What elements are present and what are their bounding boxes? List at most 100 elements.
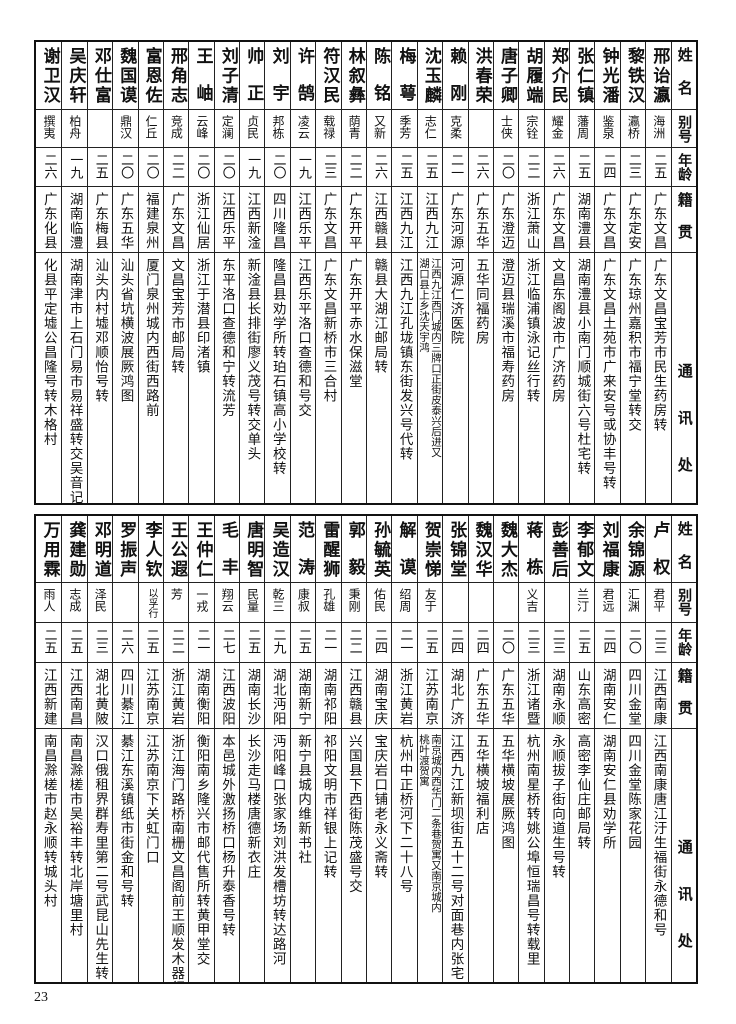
age-cell: 二五 <box>289 623 316 663</box>
address-text: 南昌滁槎市赵永顺转城头村 <box>40 734 57 908</box>
name-cell: 彭善后 <box>543 516 570 583</box>
alias-cell: 荫青 <box>340 110 367 148</box>
address-text: 湖南澧县小南门顺城街六号杜宅转 <box>574 258 591 476</box>
native-text: 湖南安仁 <box>599 668 616 726</box>
native-text: 浙江萧山 <box>523 192 540 250</box>
address-cell: 杭州中正桥河下二十八号 <box>391 729 416 982</box>
name-cell: 帅正 <box>239 42 265 110</box>
address-cell: 宝庆岩口铺老永义斋转 <box>366 729 391 982</box>
native-cell: 广东开平 <box>340 187 367 253</box>
age-cell: 二〇 <box>137 148 163 187</box>
alias-text: 泽民 <box>93 588 108 612</box>
name-cell: 刘福康 <box>594 516 620 583</box>
name-text: 唐明智 <box>243 521 264 577</box>
age-cell: 二二 <box>162 148 189 187</box>
address-cell: 浙江临浦镇泳记丝行转 <box>518 253 543 503</box>
name-cell: 贺崇悌 <box>416 516 443 583</box>
name-cell: 邓明道 <box>86 516 113 583</box>
alias-text: 云峰 <box>194 115 209 139</box>
name-cell: 刘子清 <box>213 42 240 110</box>
address-text: 广东琼州嘉积市福宁堂转交 <box>625 258 642 432</box>
alias-cell: 兰汀 <box>569 583 595 623</box>
native-text: 江西乐平 <box>218 192 235 250</box>
native-text: 湖南澧县 <box>574 192 591 250</box>
alias-cell: 佑民 <box>366 583 392 623</box>
name-cell: 林叙彝 <box>340 42 367 110</box>
name-text: 王公遐 <box>167 521 188 577</box>
age-text: 二五 <box>422 153 438 179</box>
alias-text: 宗铨 <box>524 115 539 139</box>
address-cell: 广东开平赤水保滋堂 <box>340 253 366 503</box>
age-text: 二二 <box>346 628 362 654</box>
age-text: 二〇 <box>194 153 210 179</box>
age-cell: 二五 <box>391 148 417 187</box>
roster-table-bottom: 姓名 别号 年龄 籍贯 通讯处 卢权 君平 二三 江西南康 江西南康唐江汙生福街永德和号 余锦源 汇渊… <box>34 514 698 984</box>
age-cell: 二四 <box>467 623 493 663</box>
age-cell: 一九 <box>61 148 87 187</box>
address-cell: 文昌宝芳市邮局转 <box>162 253 188 503</box>
alias-cell: 孔雄 <box>315 583 341 623</box>
native-text: 浙江诸暨 <box>523 668 540 726</box>
native-text: 江西九江 <box>422 192 439 250</box>
native-cell: 四川金堂 <box>619 663 646 729</box>
native-cell: 江苏南京 <box>137 663 163 729</box>
name-cell: 李郁文 <box>569 516 595 583</box>
native-cell: 广东梅县 <box>86 187 113 253</box>
age-cell: 二五 <box>239 623 265 663</box>
address-text: 新宁县城内维新书社 <box>295 734 312 865</box>
age-text: 二七 <box>219 628 235 654</box>
name-cell: 魏汉华 <box>467 516 493 583</box>
native-text: 江西赣县 <box>371 192 388 250</box>
age-cell: 二五 <box>645 148 671 187</box>
alias-cell: 友于 <box>416 583 443 623</box>
name-cell: 魏大杰 <box>492 516 519 583</box>
name-text: 张仁镇 <box>573 47 594 103</box>
name-text: 孙毓英 <box>370 521 391 577</box>
address-text: 湖南津市上石门易市易祥盛转交吴音记收 <box>66 258 83 503</box>
name-cell: 符汉民 <box>315 42 341 110</box>
native-text: 湖南临澧 <box>66 192 83 250</box>
header-label-alias: 别号 <box>676 588 693 616</box>
address-text: 新淦县长排街廖义茂号转交单头 <box>244 258 261 461</box>
native-cell: 湖南宝庆 <box>366 663 392 729</box>
address-cell: 新宁县城内维新书社 <box>289 729 315 982</box>
alias-cell: 义吉 <box>518 583 544 623</box>
address-text: 长沙走马楼唐德新衣庄 <box>244 734 261 879</box>
native-text: 江西南康 <box>650 668 667 726</box>
native-cell: 广东文昌 <box>162 187 189 253</box>
address-cell: 五华同福药房 <box>467 253 493 503</box>
native-cell: 广东五华 <box>467 663 493 729</box>
address-text: 赣县大湖江邮局转 <box>371 258 388 374</box>
age-cell: 二五 <box>86 148 113 187</box>
alias-cell: 云峰 <box>188 110 214 148</box>
alias-text: 乾三 <box>270 588 285 612</box>
native-text: 广东五华 <box>117 192 134 250</box>
native-text: 湖南衡阳 <box>193 668 210 726</box>
alias-text: 汇渊 <box>626 588 641 612</box>
age-text: 二〇 <box>498 153 514 179</box>
age-cell: 二二 <box>340 623 367 663</box>
alias-cell <box>467 583 493 623</box>
header-age: 年龄 <box>670 148 696 187</box>
name-text: 吴造汉 <box>268 521 289 577</box>
name-cell: 罗振声 <box>112 516 138 583</box>
alias-cell: 以孚行 <box>137 583 163 623</box>
age-cell: 二五 <box>569 148 595 187</box>
alias-text: 康叔 <box>296 588 311 612</box>
age-text: 二五 <box>245 628 261 654</box>
name-cell: 雷醒狮 <box>315 516 341 583</box>
name-cell: 唐子卿 <box>492 42 519 110</box>
age-text: 二五 <box>67 628 83 654</box>
native-text: 湖北广济 <box>447 668 464 726</box>
address-cell: 祁阳文明市祥银上记转 <box>315 729 340 982</box>
address-cell: 兴国县下西街陈茂盛号交 <box>340 729 366 982</box>
header-alias: 别号 <box>670 110 696 148</box>
native-cell: 广东五华 <box>112 187 138 253</box>
native-text: 广东文昌 <box>320 192 337 250</box>
address-cell: 浙江于潜县印渚镇 <box>188 253 213 503</box>
address-cell: 江西九江新坝街五十二号对面巷内张宅 <box>442 729 467 982</box>
name-cell: 陈铭 <box>366 42 392 110</box>
age-text: 二三 <box>92 628 108 654</box>
name-text: 魏国谟 <box>116 47 137 103</box>
native-text: 湖南祁阳 <box>320 668 337 726</box>
